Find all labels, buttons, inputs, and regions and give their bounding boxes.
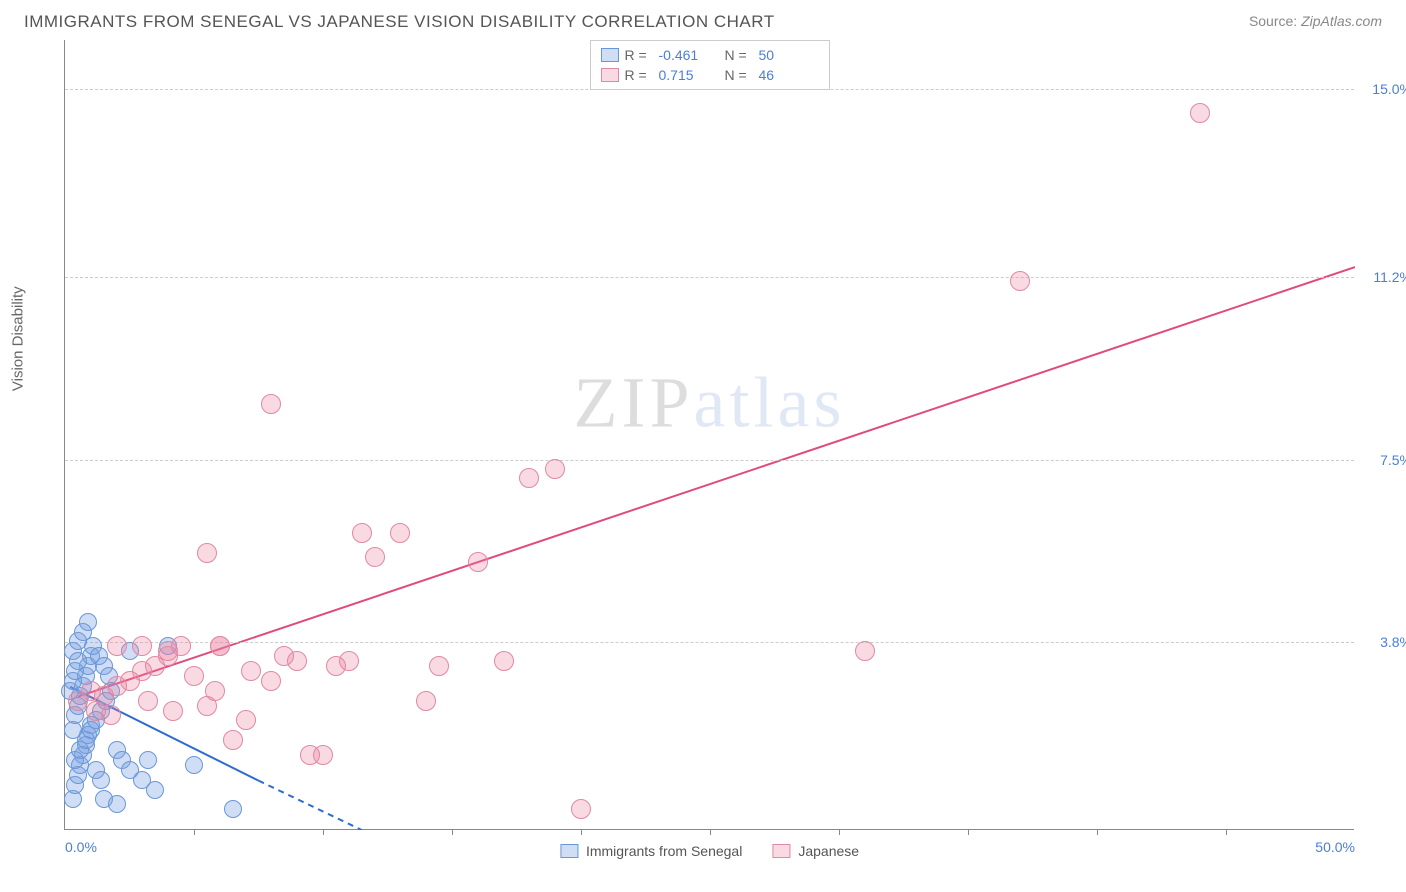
chart-title: IMMIGRANTS FROM SENEGAL VS JAPANESE VISI… — [24, 12, 775, 32]
x-tick — [1226, 829, 1227, 835]
senegal-point — [69, 652, 87, 670]
x-tick-label: 0.0% — [65, 839, 97, 855]
legend-item-senegal: Immigrants from Senegal — [560, 843, 742, 859]
japanese-point — [365, 547, 385, 567]
n-label: N = — [725, 47, 753, 63]
senegal-swatch — [560, 844, 578, 858]
senegal-point — [224, 800, 242, 818]
japanese-point — [101, 705, 121, 725]
y-tick-label: 7.5% — [1380, 452, 1406, 468]
legend-series: Immigrants from Senegal Japanese — [560, 843, 859, 859]
plot-area: ZIPatlas R =-0.461N =50R =0.715N =46 Imm… — [64, 40, 1354, 830]
japanese-point — [261, 671, 281, 691]
x-tick — [968, 829, 969, 835]
r-value: 0.715 — [659, 67, 719, 83]
japanese-point — [107, 636, 127, 656]
japanese-point — [468, 552, 488, 572]
r-label: R = — [625, 47, 653, 63]
japanese-point — [416, 691, 436, 711]
legend-label: Immigrants from Senegal — [586, 843, 742, 859]
japanese-point — [571, 799, 591, 819]
japanese-point — [390, 523, 410, 543]
gridline — [65, 277, 1354, 278]
japanese-point — [1190, 103, 1210, 123]
japanese-point — [855, 641, 875, 661]
senegal-point — [185, 756, 203, 774]
japanese-point — [241, 661, 261, 681]
legend-correlation-stats: R = -0.461 N = 50 R = 0.715 N = 46 — [590, 40, 830, 90]
japanese-swatch — [601, 68, 619, 82]
y-tick-label: 15.0% — [1372, 81, 1406, 97]
gridline — [65, 89, 1354, 90]
japanese-point — [519, 468, 539, 488]
japanese-point — [132, 636, 152, 656]
x-tick — [1097, 829, 1098, 835]
japanese-point — [339, 651, 359, 671]
trend-lines — [65, 40, 1355, 830]
gridline — [65, 460, 1354, 461]
japanese-point — [261, 394, 281, 414]
senegal-swatch — [601, 48, 619, 62]
r-label: R = — [625, 67, 653, 83]
senegal-point — [79, 613, 97, 631]
japanese-point — [138, 691, 158, 711]
x-tick — [323, 829, 324, 835]
r-value: -0.461 — [659, 47, 719, 63]
japanese-point — [545, 459, 565, 479]
japanese-point — [1010, 271, 1030, 291]
legend-item-japanese: Japanese — [772, 843, 859, 859]
japanese-point — [429, 656, 449, 676]
japanese-point — [313, 745, 333, 765]
japanese-point — [184, 666, 204, 686]
x-tick — [581, 829, 582, 835]
japanese-point — [494, 651, 514, 671]
japanese-point — [223, 730, 243, 750]
japanese-point — [236, 710, 256, 730]
japanese-point — [352, 523, 372, 543]
senegal-point — [108, 795, 126, 813]
watermark: ZIPatlas — [574, 361, 846, 444]
y-axis-label: Vision Disability — [10, 286, 27, 391]
senegal-point — [92, 771, 110, 789]
japanese-point — [205, 681, 225, 701]
japanese-point — [210, 636, 230, 656]
x-tick-label: 50.0% — [1315, 839, 1355, 855]
japanese-point — [163, 701, 183, 721]
legend-label: Japanese — [798, 843, 859, 859]
x-tick — [710, 829, 711, 835]
japanese-point — [197, 543, 217, 563]
x-tick — [839, 829, 840, 835]
x-tick — [194, 829, 195, 835]
source-attribution: Source: ZipAtlas.com — [1249, 13, 1382, 31]
x-tick — [452, 829, 453, 835]
legend-stat-row-senegal: R = -0.461 N = 50 — [601, 45, 819, 65]
japanese-point — [274, 646, 294, 666]
japanese-swatch — [772, 844, 790, 858]
y-tick-label: 3.8% — [1380, 634, 1406, 650]
n-value: 46 — [759, 67, 819, 83]
correlation-chart: Vision Disability ZIPatlas R =-0.461N =5… — [24, 40, 1382, 830]
y-tick-label: 11.2% — [1373, 269, 1406, 285]
gridline — [65, 642, 1354, 643]
n-value: 50 — [759, 47, 819, 63]
japanese-point — [158, 646, 178, 666]
senegal-point — [139, 751, 157, 769]
legend-stat-row-japanese: R = 0.715 N = 46 — [601, 65, 819, 85]
n-label: N = — [725, 67, 753, 83]
senegal-point — [146, 781, 164, 799]
